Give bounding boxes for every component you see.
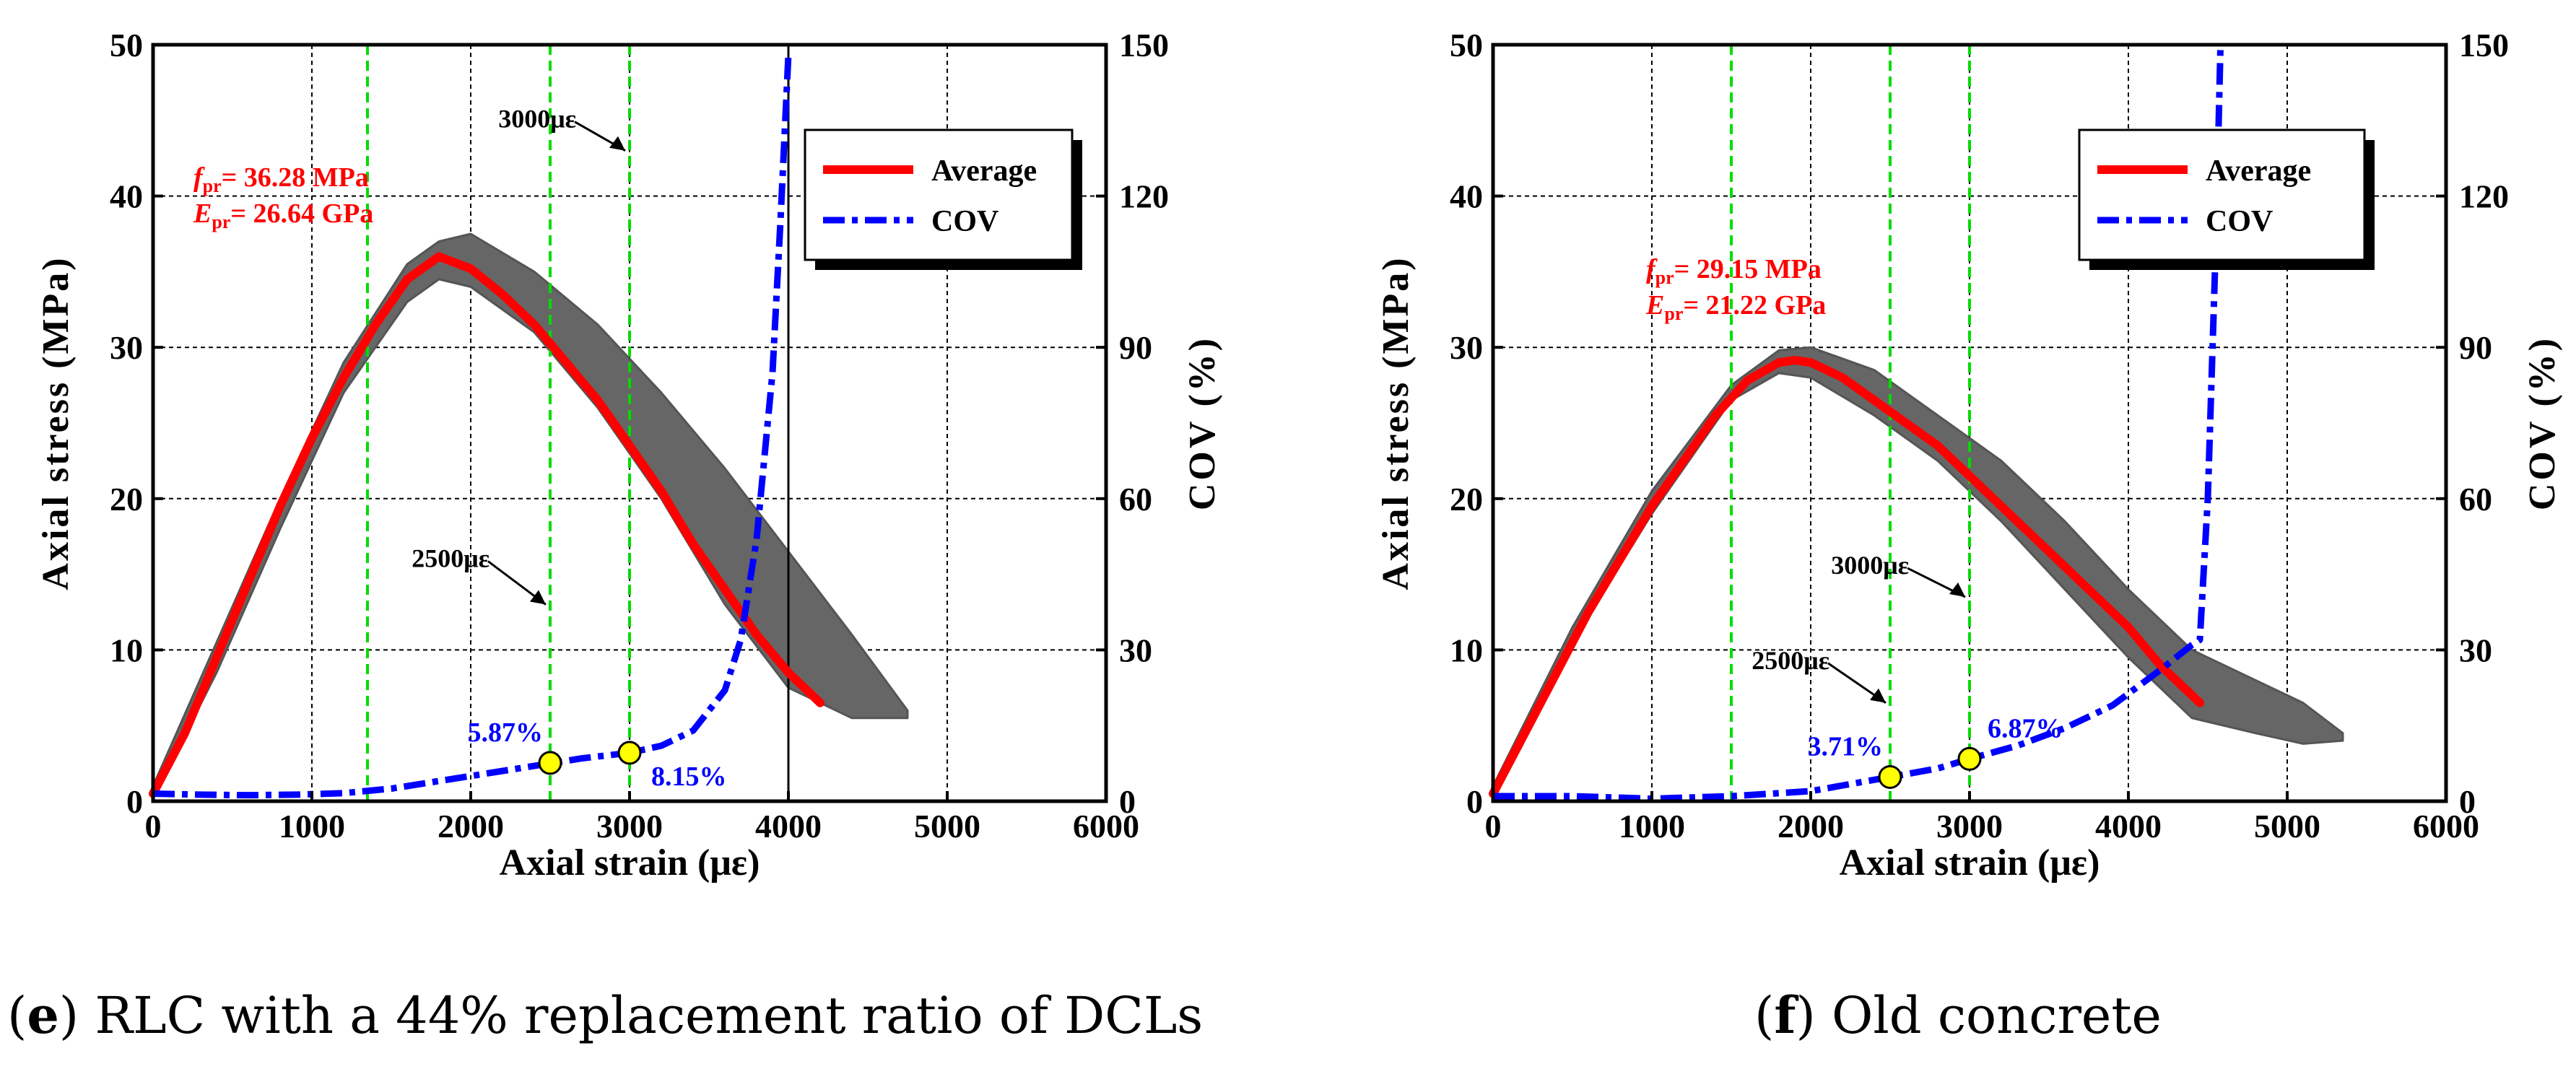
y2-tick-label: 60 (1119, 481, 1152, 518)
fpr-subscript: pr (203, 175, 222, 196)
legend-label: Average (931, 154, 1037, 188)
strain-annotation: 3000με (1831, 551, 1909, 580)
x-tick-label: 3000 (1936, 808, 2003, 845)
epr-label: Epr= 21.22 GPa (1645, 290, 1826, 324)
y-tick-label: 40 (110, 178, 143, 215)
fpr-subscript: pr (1655, 267, 1674, 288)
legend: Average COV (804, 128, 1082, 270)
x-tick-label: 6000 (1073, 808, 1139, 845)
y2-axis-title: COV (%) (1182, 336, 1223, 510)
y2-tick-label: 0 (1119, 783, 1136, 820)
epr-value: = 26.64 GPa (230, 198, 373, 229)
y-tick-label: 10 (110, 632, 143, 668)
cov-marker (538, 751, 562, 775)
y-tick-label: 0 (1466, 783, 1483, 820)
annotation-arrowhead (530, 590, 546, 605)
y2-tick-label: 90 (1119, 329, 1152, 366)
legend: Average COV (2078, 128, 2375, 270)
y-axis-title: Axial stress (MPa) (35, 256, 77, 590)
y-axis-title: Axial stress (MPa) (1375, 256, 1417, 590)
cov-marker (617, 741, 642, 765)
x-tick-label: 2000 (438, 808, 504, 845)
y-tick-label: 20 (1450, 481, 1483, 518)
fpr-value: = 36.28 MPa (222, 162, 369, 193)
x-tick-label: 5000 (914, 808, 980, 845)
x-tick-label: 4000 (755, 808, 822, 845)
specimen-curves-band (1492, 346, 2344, 800)
caption-e-letter: e (27, 985, 59, 1045)
x-tick-label: 1000 (1619, 808, 1685, 845)
y2-tick-label: 0 (2459, 783, 2476, 820)
average-curve (1489, 356, 2204, 798)
x-tick-label: 3000 (596, 808, 663, 845)
cov-marker-label: 6.87% (1988, 713, 2063, 743)
fpr-value: = 29.15 MPa (1674, 254, 1822, 284)
cov-marker-label: 3.71% (1808, 731, 1884, 762)
x-tick-label: 5000 (2254, 808, 2320, 845)
strain-annotation: 3000με (498, 105, 576, 134)
y2-tick-label: 150 (2459, 27, 2509, 64)
caption-e: (e) RLC with a 44% replacement ratio of … (7, 985, 1204, 1045)
fpr-symbol: f (1646, 254, 1658, 284)
epr-label: Epr= 26.64 GPa (193, 198, 373, 232)
cov-marker (1957, 746, 1982, 771)
fpr-label: fpr= 36.28 MPa (193, 162, 369, 196)
y2-tick-label: 30 (2459, 632, 2492, 668)
x-tick-label: 0 (145, 808, 162, 845)
x-axis-title: Axial strain (με) (500, 842, 760, 884)
caption-f-text: Old concrete (1832, 986, 2162, 1045)
legend-box (2078, 128, 2366, 261)
fpr-label: fpr= 29.15 MPa (1646, 254, 1822, 288)
epr-symbol: E (1645, 290, 1664, 320)
y2-tick-label: 120 (1119, 178, 1169, 215)
epr-symbol: E (193, 198, 212, 229)
cov-marker (1878, 764, 1902, 789)
strain-annotation: 2500με (1752, 646, 1829, 675)
x-tick-label: 1000 (279, 808, 345, 845)
x-tick-label: 4000 (2095, 808, 2162, 845)
legend-label: Average (2206, 154, 2311, 188)
legend-label: COV (2206, 205, 2273, 238)
cov-marker-label: 5.87% (468, 717, 544, 748)
annotation-arrowhead (1870, 688, 1886, 703)
epr-value: = 21.22 GPa (1683, 290, 1826, 320)
y2-tick-label: 150 (1119, 27, 1169, 64)
y-tick-label: 50 (1450, 27, 1483, 64)
y2-tick-label: 30 (1119, 632, 1152, 668)
annotation-arrowhead (1949, 583, 1965, 598)
y-tick-label: 50 (110, 27, 143, 64)
caption-e-text: RLC with a 44% replacement ratio of DCLs (95, 986, 1204, 1045)
epr-subscript: pr (212, 211, 230, 232)
legend-label: COV (931, 205, 998, 238)
cov-curve (1493, 45, 2224, 801)
legend-box (804, 128, 1074, 261)
y-tick-label: 10 (1450, 632, 1483, 668)
annotation-arrowhead (609, 136, 625, 151)
caption-f-letter: f (1774, 985, 1796, 1045)
y2-axis-title: COV (%) (2522, 336, 2563, 510)
y-tick-label: 0 (126, 783, 143, 820)
y-tick-label: 30 (110, 329, 143, 366)
y2-tick-label: 120 (2459, 178, 2509, 215)
cov-curve (153, 54, 792, 799)
y2-tick-label: 60 (2459, 481, 2492, 518)
y2-tick-label: 90 (2459, 329, 2492, 366)
fpr-symbol: f (193, 162, 205, 193)
x-tick-label: 2000 (1777, 808, 1844, 845)
average-curve (149, 252, 824, 798)
caption-f: (f) Old concrete (1754, 985, 2162, 1045)
x-tick-label: 6000 (2413, 808, 2479, 845)
cov-marker-label: 8.15% (651, 762, 727, 792)
y-tick-label: 30 (1450, 329, 1483, 366)
x-axis-title: Axial strain (με) (1840, 842, 2100, 884)
y-tick-label: 40 (1450, 178, 1483, 215)
strain-annotation: 2500με (412, 544, 489, 573)
y-tick-label: 20 (110, 481, 143, 518)
epr-subscript: pr (1664, 303, 1683, 324)
x-tick-label: 0 (1485, 808, 1502, 845)
